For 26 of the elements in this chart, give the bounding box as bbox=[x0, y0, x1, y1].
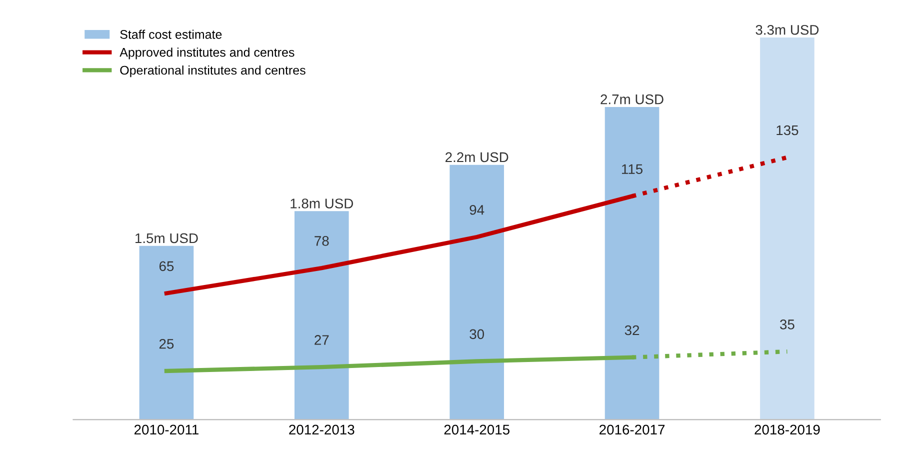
legend-label: Staff cost estimate bbox=[120, 30, 222, 39]
data-label: 30 bbox=[470, 329, 484, 340]
x-tick-label: 2010-2011 bbox=[134, 424, 198, 435]
bar bbox=[450, 164, 504, 420]
data-label: 35 bbox=[780, 320, 794, 330]
data-label: 3.3m USD bbox=[756, 24, 819, 35]
legend-label: Operational institutes and centres bbox=[120, 65, 306, 78]
data-label: 65 bbox=[159, 261, 174, 272]
x-tick-label: 2018-2019 bbox=[754, 424, 820, 435]
x-tick-label: 2016-2017 bbox=[600, 424, 665, 435]
data-label: 94 bbox=[470, 204, 484, 215]
data-label: 25 bbox=[159, 338, 174, 349]
bar bbox=[139, 246, 194, 420]
data-label: 2.2m USD bbox=[446, 152, 508, 162]
data-label: 135 bbox=[776, 125, 798, 136]
data-label: 32 bbox=[624, 325, 640, 336]
x-tick-label: 2014-2015 bbox=[444, 424, 510, 435]
data-label: 1.8m USD bbox=[290, 198, 354, 208]
bar bbox=[294, 211, 349, 420]
data-label: 27 bbox=[314, 335, 329, 345]
x-tick-label: 2012-2013 bbox=[289, 424, 354, 435]
data-label: 2.7m USD bbox=[600, 94, 664, 104]
data-label: 78 bbox=[314, 236, 329, 246]
legend-label: Approved institutes and centres bbox=[120, 48, 294, 60]
data-label: 115 bbox=[622, 164, 643, 174]
data-label: 1.5m USD bbox=[136, 233, 198, 244]
